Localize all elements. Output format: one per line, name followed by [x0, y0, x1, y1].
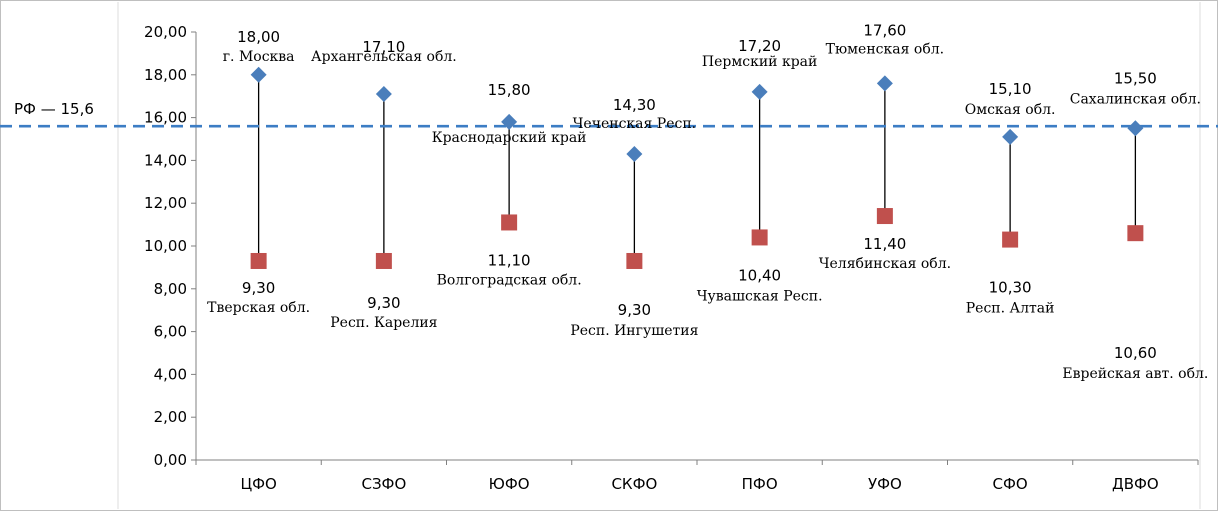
max-region-label: Чеченская Респ.	[573, 116, 697, 132]
max-region-label: Омская обл.	[965, 102, 1056, 118]
max-region-label: Сахалинская обл.	[1070, 91, 1201, 107]
min-point	[1002, 231, 1019, 248]
y-tick-label: 6,00	[154, 323, 187, 341]
min-point	[501, 214, 518, 231]
max-point	[501, 113, 518, 130]
max-value-label: 17,20	[738, 37, 781, 55]
range-stems	[257, 74, 1137, 261]
x-category-label: ЦФО	[240, 475, 276, 493]
min-point	[1127, 225, 1144, 242]
data-labels: 18,00 г. Москва 9,30 Тверская обл. 17,10Арха…	[207, 21, 1208, 382]
data-marks	[250, 66, 1144, 269]
min-value-label: 9,30	[367, 294, 400, 312]
max-region-label: г. Москва	[223, 49, 295, 65]
min-region-label: Респ. Ингушетия	[570, 323, 698, 339]
max-value-label: 15,50	[1114, 69, 1157, 87]
y-tick-label: 12,00	[144, 194, 187, 212]
y-tick-label: 8,00	[154, 280, 187, 298]
y-tick-label: 2,00	[154, 408, 187, 426]
min-value-label: 10,40	[738, 266, 781, 284]
max-point	[876, 75, 893, 92]
min-point	[250, 252, 267, 269]
min-region-label: Волгоградская обл.	[437, 272, 582, 288]
min-region-label: Респ. Алтай	[966, 301, 1055, 317]
y-tick-label: 20,00	[144, 23, 187, 41]
max-point	[250, 66, 267, 83]
y-tick-label: 10,00	[144, 237, 187, 255]
min-value-label: 11,40	[863, 235, 906, 253]
x-category-label: ДВФО	[1112, 475, 1159, 493]
min-value-label: 10,30	[989, 279, 1032, 297]
min-point	[375, 252, 392, 269]
y-tick-label: 18,00	[144, 66, 187, 84]
x-category-label: СФО	[993, 475, 1028, 493]
min-region-label: Чувашская Респ.	[697, 288, 823, 304]
x-category-label: ЮФО	[489, 475, 530, 493]
min-point	[751, 229, 768, 246]
max-value-label: 14,30	[613, 96, 656, 114]
y-tick-label: 4,00	[154, 365, 187, 383]
max-point	[375, 86, 392, 103]
max-region-label: Пермский край	[702, 54, 817, 70]
min-value-label: 11,10	[488, 251, 531, 269]
max-point	[1002, 128, 1019, 145]
reference-line-label: РФ — 15,6	[14, 100, 94, 118]
min-value-label: 9,30	[618, 301, 651, 319]
x-category-label: ПФО	[742, 475, 778, 493]
min-region-label: Респ. Карелия	[330, 315, 437, 331]
min-region-label: Тверская обл.	[207, 300, 310, 316]
x-category-label: УФО	[868, 475, 902, 493]
axes: 0,00 2,00 4,00 6,00 8,00 10,00 12,00 14,00 16,00…	[144, 23, 1199, 493]
x-category-label: СЗФО	[361, 475, 406, 493]
max-point	[1127, 120, 1144, 137]
max-point	[751, 83, 768, 100]
max-region-label: Тюменская обл.	[826, 41, 944, 57]
y-tick-label: 0,00	[154, 451, 187, 469]
min-region-label: Еврейская авт. обл.	[1062, 366, 1208, 382]
max-value-label: 18,00	[237, 28, 280, 46]
min-value-label: 10,60	[1114, 344, 1157, 362]
min-point	[626, 252, 643, 269]
max-value-label: 15,10	[989, 80, 1032, 98]
max-value-label: 15,80	[488, 81, 531, 99]
max-region-label: Краснодарский край	[432, 130, 587, 146]
reference-line-group: РФ — 15,6	[0, 100, 1218, 128]
y-tick-label: 14,00	[144, 151, 187, 169]
x-category-label: СКФО	[611, 475, 657, 493]
max-region-label: Архангельская обл.	[311, 49, 457, 65]
min-region-label: Челябинская обл.	[819, 256, 951, 272]
min-value-label: 9,30	[242, 279, 275, 297]
y-tick-label: 16,00	[144, 109, 187, 127]
min-point	[876, 208, 893, 225]
max-value-label: 17,60	[863, 21, 906, 39]
max-value-label: 17,10	[362, 38, 405, 56]
max-point	[626, 145, 643, 162]
